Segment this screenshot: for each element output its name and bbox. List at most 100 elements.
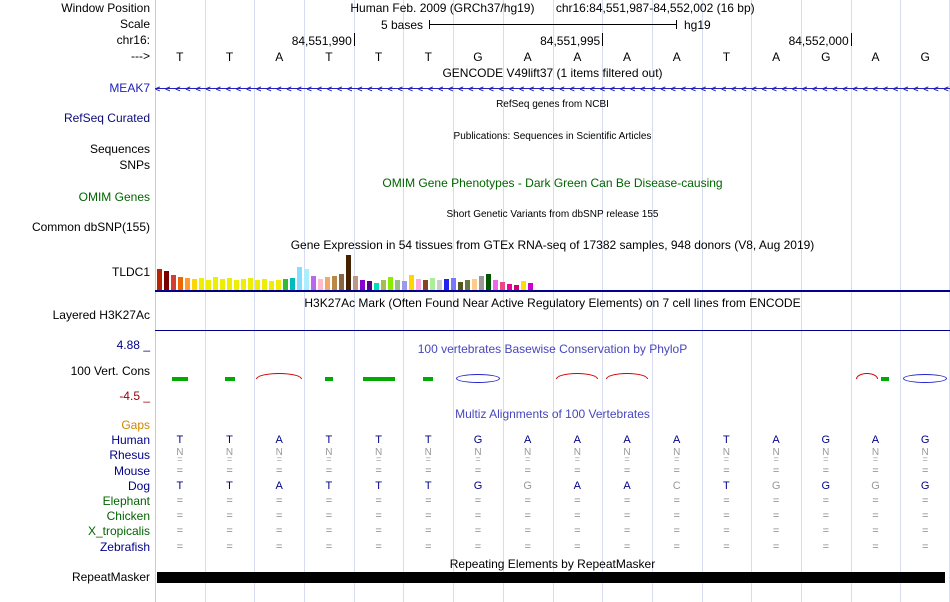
gtex-bar[interactable]	[206, 280, 211, 290]
gtex-bar[interactable]	[374, 283, 379, 290]
gtex-bar[interactable]	[402, 281, 407, 290]
track-label-repeatmasker[interactable]: RepeatMasker	[71, 570, 150, 584]
gtex-bar[interactable]	[199, 278, 204, 290]
gtex-bar[interactable]	[318, 279, 323, 290]
multiz-base: =	[276, 540, 283, 553]
coordinate-tick	[353, 33, 355, 46]
gtex-bar[interactable]	[311, 276, 316, 290]
gtex-bar[interactable]	[220, 279, 225, 290]
repeatmasker-bar[interactable]	[157, 572, 945, 583]
track-title-phylop[interactable]: 100 vertebrates Basewise Conservation by…	[417, 342, 688, 356]
track-title-gencode[interactable]: GENCODE V49lift37 (1 items filtered out)	[442, 66, 663, 80]
gtex-bar[interactable]	[367, 281, 372, 290]
gtex-bar[interactable]	[164, 271, 169, 290]
multiz-species-rhesus[interactable]: Rhesus	[109, 448, 150, 463]
gtex-bar[interactable]	[290, 278, 295, 290]
gene-meak7-line[interactable]: < < < < < < < < < < < < < < < < < < < < < < < < < < < < < < < < < < < < < < < <…	[155, 84, 950, 93]
gtex-bar[interactable]	[339, 274, 344, 290]
gtex-bar[interactable]	[213, 277, 218, 290]
track-label-omim[interactable]: OMIM Genes	[78, 190, 150, 204]
gtex-bar[interactable]	[192, 279, 197, 290]
track-title-gtex[interactable]: Gene Expression in 54 tissues from GTEx …	[290, 238, 815, 252]
gtex-bar[interactable]	[227, 278, 232, 290]
gtex-bar[interactable]	[423, 280, 428, 290]
track-label-gtex[interactable]: TLDC1	[111, 265, 150, 279]
gtex-bar-chart[interactable]	[157, 255, 533, 290]
gtex-bar[interactable]	[451, 278, 456, 290]
gtex-bar[interactable]	[304, 269, 309, 290]
track-title-publications[interactable]: Publications: Sequences in Scientific Ar…	[453, 131, 652, 142]
gtex-bar[interactable]	[185, 278, 190, 290]
gtex-bar[interactable]	[360, 280, 365, 290]
gtex-bar[interactable]	[521, 281, 526, 290]
gtex-bar[interactable]	[458, 282, 463, 290]
track-label-snps[interactable]: SNPs	[119, 158, 150, 172]
gtex-bar[interactable]	[528, 283, 533, 290]
gtex-bar[interactable]	[409, 275, 414, 290]
gtex-bar[interactable]	[297, 267, 302, 290]
track-label-phylop[interactable]: 100 Vert. Cons	[70, 364, 150, 378]
gtex-bar[interactable]	[234, 280, 239, 290]
gtex-bar[interactable]	[171, 275, 176, 290]
gtex-bar[interactable]	[346, 255, 351, 290]
track-label-sequences[interactable]: Sequences	[89, 142, 150, 156]
gtex-bar[interactable]	[493, 280, 498, 290]
gtex-bar[interactable]	[269, 281, 274, 290]
track-title-repeatmasker[interactable]: Repeating Elements by RepeatMasker	[449, 557, 656, 571]
gtex-bar[interactable]	[353, 276, 358, 290]
multiz-species-zebrafish[interactable]: Zebrafish	[99, 539, 150, 554]
multiz-species-dog[interactable]: Dog	[127, 478, 150, 493]
gtex-bar[interactable]	[500, 282, 505, 290]
gtex-bar[interactable]	[444, 279, 449, 290]
multiz-base: =	[772, 510, 780, 523]
gtex-bar[interactable]	[514, 285, 519, 290]
gtex-bar[interactable]	[465, 280, 470, 290]
multiz-base: =	[872, 525, 879, 538]
multiz-species-human[interactable]: Human	[111, 433, 150, 448]
multiz-species-gaps[interactable]: Gaps	[121, 418, 150, 432]
gtex-bar[interactable]	[437, 280, 442, 290]
gtex-bar[interactable]	[430, 278, 435, 290]
gtex-bar[interactable]	[479, 276, 484, 290]
gtex-bar[interactable]	[255, 280, 260, 290]
multiz-base: =	[673, 495, 680, 507]
track-label-refseq-curated[interactable]: RefSeq Curated	[63, 111, 150, 125]
gtex-bar[interactable]	[472, 279, 477, 290]
multiz-base: N =	[225, 447, 234, 465]
multiz-species-elephant[interactable]: Elephant	[102, 494, 150, 508]
track-title-omim[interactable]: OMIM Gene Phenotypes - Dark Green Can Be…	[382, 176, 723, 190]
gtex-bar[interactable]	[395, 280, 400, 290]
gtex-bar[interactable]	[507, 284, 512, 290]
track-label-dbsnp[interactable]: Common dbSNP(155)	[31, 220, 150, 234]
gtex-bar[interactable]	[332, 276, 337, 290]
multiz-base: N =	[772, 447, 780, 465]
gtex-bar[interactable]	[248, 278, 253, 290]
gtex-bar[interactable]	[157, 269, 162, 290]
multiz-species-mouse[interactable]: Mouse	[113, 463, 150, 478]
gtex-bar[interactable]	[262, 279, 267, 290]
gtex-bar[interactable]	[178, 277, 183, 290]
track-title-dbsnp[interactable]: Short Genetic Variants from dbSNP releas…	[446, 209, 659, 220]
multiz-base: A	[673, 434, 681, 447]
multiz-base: =	[474, 495, 482, 507]
track-title-refseq[interactable]: RefSeq genes from NCBI	[496, 99, 609, 110]
gtex-bar[interactable]	[276, 280, 281, 290]
track-title-h3k27ac[interactable]: H3K27Ac Mark (Often Found Near Active Re…	[304, 296, 801, 310]
track-title-multiz[interactable]: Multiz Alignments of 100 Vertebrates	[455, 407, 650, 421]
gtex-bar[interactable]	[416, 279, 421, 290]
multiz-base: A	[573, 479, 582, 492]
multiz-species-chicken[interactable]: Chicken	[106, 509, 150, 524]
track-label-meak7[interactable]: MEAK7	[109, 81, 150, 95]
gtex-bar[interactable]	[241, 279, 246, 290]
gtex-bar[interactable]	[486, 274, 491, 290]
phylop-mark	[423, 377, 434, 381]
gtex-bar[interactable]	[388, 277, 393, 290]
track-label-h3k27ac[interactable]: Layered H3K27Ac	[52, 308, 150, 322]
gtex-bar[interactable]	[381, 280, 386, 290]
gtex-bar[interactable]	[283, 279, 288, 290]
gtex-bar[interactable]	[325, 277, 330, 290]
multiz-species-x_tropicalis[interactable]: X_tropicalis	[87, 524, 150, 539]
